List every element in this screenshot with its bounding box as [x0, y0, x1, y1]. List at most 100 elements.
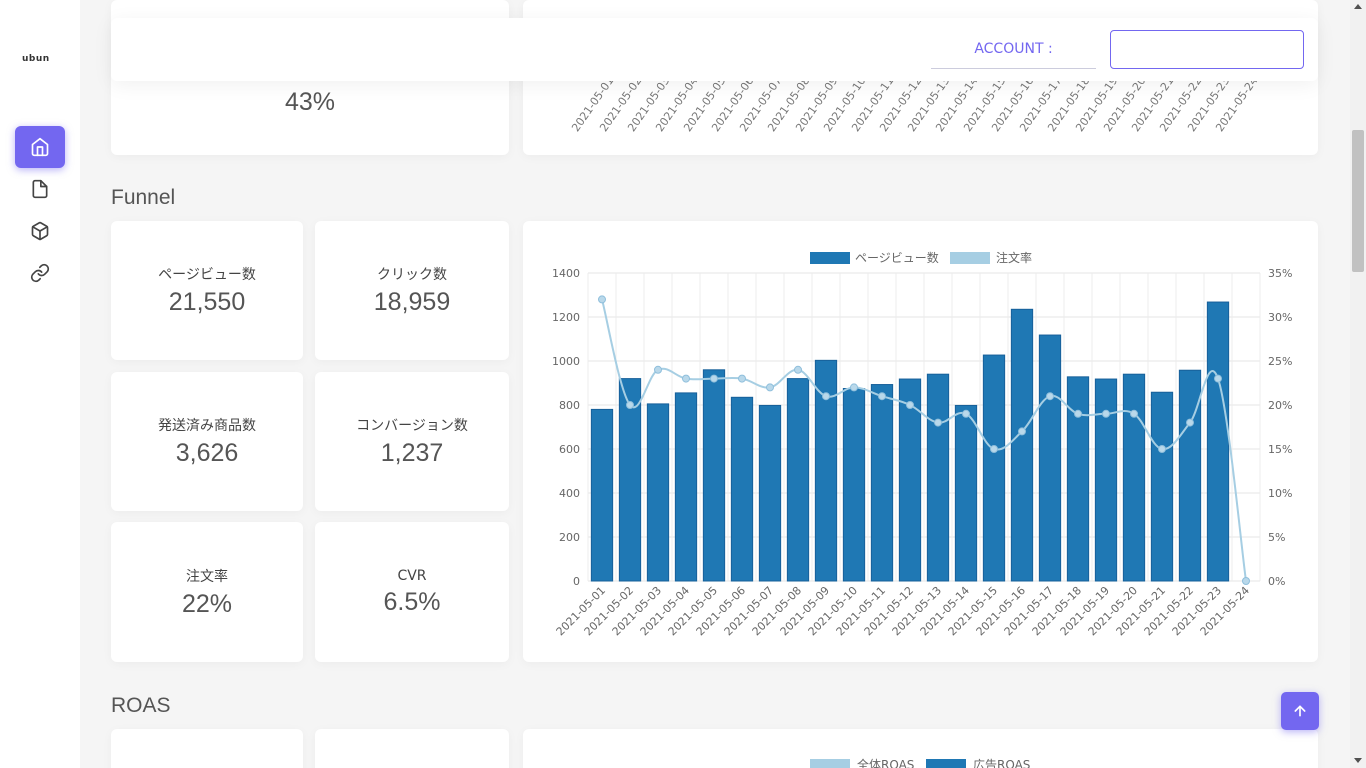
scroll-down-arrow-icon[interactable] [1354, 758, 1362, 763]
line-point [710, 374, 718, 383]
line-point [934, 418, 942, 427]
kpi-label: コンバージョン数 [356, 418, 468, 434]
main-content: ACCOUNT : 43% 2021-05-01 2021-05-02 2021-0… [80, 0, 1350, 768]
kpi-label: CVR [397, 567, 427, 584]
line-point [1214, 374, 1222, 383]
arrow-up-icon [1294, 705, 1306, 717]
kpi-value: 18,959 [373, 288, 451, 316]
home-icon [31, 137, 49, 157]
bar [758, 404, 782, 582]
bar [814, 359, 838, 582]
line-point [794, 365, 802, 374]
sidebar-item-home[interactable] [15, 126, 65, 168]
y-left-tick-label: 1400 [552, 267, 580, 280]
kpi-card-pageviews: ページビュー数 21,550 [111, 221, 303, 360]
line-point [990, 445, 998, 453]
sidebar-item-box[interactable] [15, 210, 65, 252]
bar [1066, 376, 1090, 582]
top-kpi-value: 43% [284, 88, 336, 116]
line-point [1046, 392, 1054, 401]
kpi-card-clicks: クリック数 18,959 [315, 221, 509, 360]
roas-legend-swatch-total [810, 759, 850, 768]
roas-chart-legend: 全体ROAS 広告ROAS [810, 757, 1030, 768]
roas-legend-label-total: 全体ROAS [857, 757, 914, 768]
file-icon [32, 179, 48, 199]
sidebar-item-link[interactable] [15, 252, 65, 294]
funnel-section-title: Funnel [111, 186, 176, 209]
line-point [822, 392, 830, 401]
kpi-value: 3,626 [175, 439, 239, 467]
line-point [962, 409, 970, 418]
roas-legend-swatch-ad [926, 759, 966, 768]
bar [1038, 334, 1062, 582]
roas-section-title: ROAS [111, 694, 171, 717]
kpi-value: 22% [181, 589, 233, 618]
bar [618, 378, 642, 582]
bar [926, 373, 950, 582]
y-right-tick-label: 15% [1268, 443, 1292, 456]
bar [646, 403, 670, 582]
y-left-tick-label: 600 [559, 443, 580, 456]
kpi-value: 21,550 [168, 288, 246, 316]
y-right-tick-label: 5% [1268, 531, 1285, 544]
funnel-chart: 0 200 400 600 800 1000 1200 1400 0% 5% 10% 15% 20% 25… [552, 250, 1292, 638]
line-point [850, 383, 858, 392]
line-point [626, 401, 634, 409]
bar [1178, 369, 1202, 582]
kpi-card-cvr: CVR 6.5% [315, 522, 509, 662]
line-point [906, 401, 914, 409]
y-right-tick-label: 10% [1268, 487, 1292, 500]
account-input[interactable] [1110, 30, 1304, 69]
y-left-tick-label: 800 [559, 399, 580, 412]
kpi-label: クリック数 [377, 267, 447, 283]
y-left-tick-label: 1000 [552, 355, 580, 368]
kpi-card-conversions: コンバージョン数 1,237 [315, 372, 509, 511]
line-point [1074, 409, 1082, 418]
scroll-up-arrow-icon[interactable] [1354, 4, 1362, 9]
sidebar-item-file[interactable] [15, 168, 65, 210]
line-point [878, 392, 886, 401]
bar [898, 378, 922, 582]
line-point [682, 374, 690, 383]
legend-swatch-bar [810, 252, 850, 264]
kpi-card-order-rate: 注文率 22% [111, 522, 303, 662]
bar [1150, 391, 1174, 582]
scrollbar-thumb[interactable] [1352, 130, 1364, 272]
bar [1206, 301, 1230, 582]
bar [842, 388, 866, 582]
y-right-tick-label: 25% [1268, 355, 1292, 368]
bar [982, 354, 1006, 582]
bar [1010, 308, 1034, 582]
logo: ubun [22, 54, 50, 64]
line-point [1102, 409, 1110, 418]
bar [954, 404, 978, 582]
legend-swatch-line [950, 252, 990, 264]
line-point [1186, 418, 1194, 427]
roas-legend-label-ad: 広告ROAS [973, 758, 1030, 768]
line-point [1242, 577, 1250, 585]
kpi-value: 1,237 [380, 439, 444, 467]
y-right-tick-label: 0% [1268, 575, 1285, 588]
kpi-card-shipped: 発送済み商品数 3,626 [111, 372, 303, 511]
page-scrollbar[interactable] [1350, 0, 1366, 768]
bar [1094, 378, 1118, 582]
roas-kpi-card-1 [111, 729, 303, 768]
kpi-value: 6.5% [383, 587, 441, 616]
bar [590, 408, 614, 582]
y-left-tick-label: 0 [573, 575, 580, 588]
account-label: ACCOUNT : [931, 36, 1096, 69]
line-point [1018, 427, 1026, 436]
kpi-label: 注文率 [186, 568, 228, 585]
bar [730, 396, 754, 582]
line-point [654, 365, 662, 374]
bar [870, 384, 894, 582]
scroll-to-top-button[interactable] [1281, 692, 1319, 730]
top-chart: 2021-05-012021-05-022021-05-032021-05-04… [569, 74, 1260, 134]
bar [674, 392, 698, 582]
y-right-tick-label: 20% [1268, 399, 1292, 412]
bar [702, 369, 726, 582]
y-right-tick-label: 35% [1268, 267, 1292, 280]
bar [1122, 373, 1146, 582]
y-left-tick-label: 400 [559, 487, 580, 500]
top-navbar: ACCOUNT : [111, 18, 1318, 81]
